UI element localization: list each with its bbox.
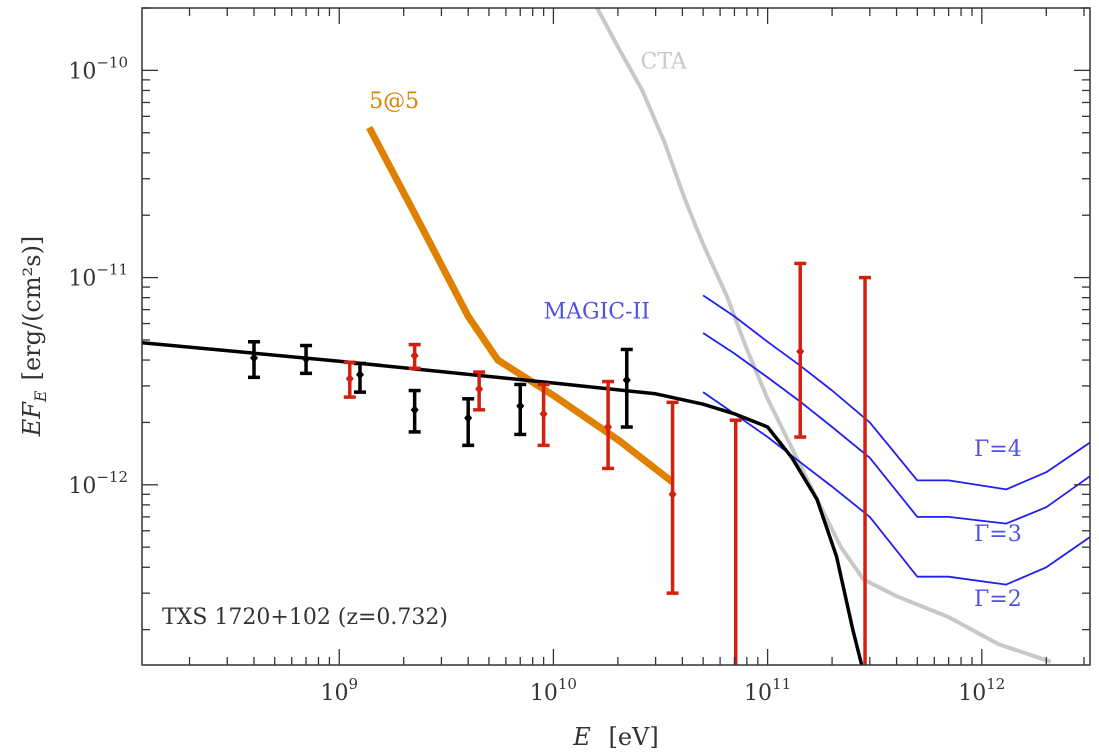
tick-exponent: 11 bbox=[772, 675, 791, 693]
data-marker bbox=[302, 353, 311, 364]
data-marker bbox=[355, 369, 364, 380]
tick-exponent: 12 bbox=[986, 675, 1005, 693]
red-data-point bbox=[473, 370, 486, 412]
axis-ticks bbox=[142, 7, 1090, 665]
x-tick-label: 1010 bbox=[530, 675, 577, 706]
tick-base: 10 bbox=[68, 267, 96, 292]
y-axis-sub: E bbox=[31, 390, 50, 403]
data-marker bbox=[796, 346, 805, 357]
tick-exponent: 9 bbox=[348, 675, 358, 693]
x-tick-label: 109 bbox=[320, 675, 358, 706]
source-label: TXS 1720+102 (z=0.732) bbox=[162, 605, 448, 630]
red-data-point bbox=[859, 275, 872, 665]
annotations: 5@5 CTA MAGIC-II Γ=4 Γ=3 Γ=2 bbox=[369, 50, 1022, 612]
annotation-magic-ii: MAGIC-II bbox=[544, 299, 650, 324]
black-data-point bbox=[408, 388, 421, 434]
curve-cta bbox=[595, 8, 1052, 664]
annotation-4: Γ=4 bbox=[974, 437, 1022, 462]
y-axis-unit: [erg/(cm²s)] bbox=[18, 236, 46, 381]
tick-base: 10 bbox=[958, 681, 986, 706]
red-data-point bbox=[537, 382, 550, 448]
data-marker bbox=[516, 401, 525, 412]
data-marker bbox=[410, 404, 419, 415]
data-marker bbox=[622, 375, 631, 386]
black-data-point bbox=[620, 347, 633, 429]
red-data-point bbox=[729, 418, 742, 665]
tick-exponent: 10 bbox=[558, 675, 577, 693]
data-marker bbox=[345, 373, 354, 384]
tick-base: 10 bbox=[68, 474, 96, 499]
x-tick-label: 1011 bbox=[744, 675, 791, 706]
annotation-2: Γ=2 bbox=[974, 587, 1022, 612]
annotation-3: Γ=3 bbox=[974, 522, 1022, 547]
tick-base: 10 bbox=[320, 681, 348, 706]
black-data-point bbox=[300, 343, 313, 376]
y-axis-var: EF bbox=[18, 401, 46, 438]
tick-exponent: −10 bbox=[96, 53, 128, 71]
curve-model bbox=[142, 340, 864, 665]
y-axis-title: EFE [erg/(cm²s)] bbox=[18, 236, 50, 438]
data-marker bbox=[410, 350, 419, 361]
curve-magic-ii-2 bbox=[702, 391, 1090, 586]
annotation-5-5: 5@5 bbox=[369, 89, 419, 114]
red-data-point bbox=[408, 342, 421, 371]
x-axis-unit: [eV] bbox=[608, 723, 658, 751]
data-marker bbox=[604, 422, 613, 433]
black-data-point bbox=[247, 340, 260, 380]
plot-frame bbox=[141, 7, 1091, 666]
data-marker bbox=[475, 383, 484, 394]
curve-5-5 bbox=[366, 125, 675, 485]
tick-base: 10 bbox=[744, 681, 772, 706]
data-marker bbox=[539, 408, 548, 419]
plot-marks bbox=[142, 8, 1090, 665]
tick-base: 10 bbox=[68, 59, 96, 84]
red-data-point bbox=[343, 360, 356, 399]
annotation-cta: CTA bbox=[640, 50, 687, 75]
red-data-point bbox=[794, 261, 807, 439]
tick-exponent: −11 bbox=[96, 261, 128, 279]
x-axis-var: E bbox=[572, 723, 591, 751]
y-tick-label: 10−12 bbox=[68, 468, 128, 499]
black-data-point bbox=[514, 382, 527, 437]
red-data-point bbox=[602, 379, 615, 471]
tick-base: 10 bbox=[530, 681, 558, 706]
curve-magic-ii-4 bbox=[702, 294, 1090, 491]
black-data-point bbox=[462, 397, 475, 448]
curve-magic-ii-3 bbox=[702, 332, 1090, 525]
red-data-point bbox=[666, 400, 679, 595]
data-marker bbox=[668, 489, 677, 500]
y-tick-label: 10−10 bbox=[68, 53, 128, 84]
y-tick-label: 10−11 bbox=[68, 261, 128, 292]
x-tick-label: 1012 bbox=[958, 675, 1005, 706]
data-marker bbox=[249, 352, 258, 363]
data-marker bbox=[464, 413, 473, 424]
tick-exponent: −12 bbox=[96, 468, 128, 486]
x-axis-title: E [eV] bbox=[572, 723, 658, 751]
black-data-point bbox=[353, 361, 366, 394]
